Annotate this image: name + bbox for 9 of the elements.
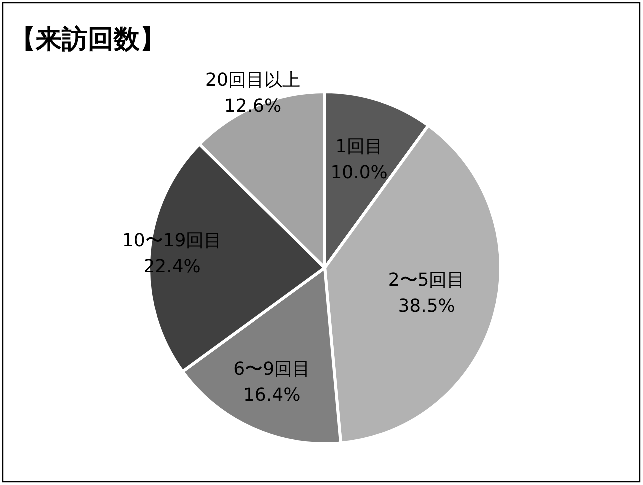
slice-label: 2〜5回目 [388, 270, 466, 292]
slice-label: 6〜9回目 [234, 359, 311, 380]
chart-title: 【来訪回数】 [10, 25, 166, 55]
slice-label: 20回目以上 [206, 70, 300, 91]
data-label: 12.6% [224, 96, 282, 117]
data-label: 16.4% [243, 385, 301, 406]
data-label: 38.5% [398, 296, 456, 318]
slice-label: 1回目 [336, 136, 384, 158]
data-label: 10.0% [330, 162, 388, 184]
